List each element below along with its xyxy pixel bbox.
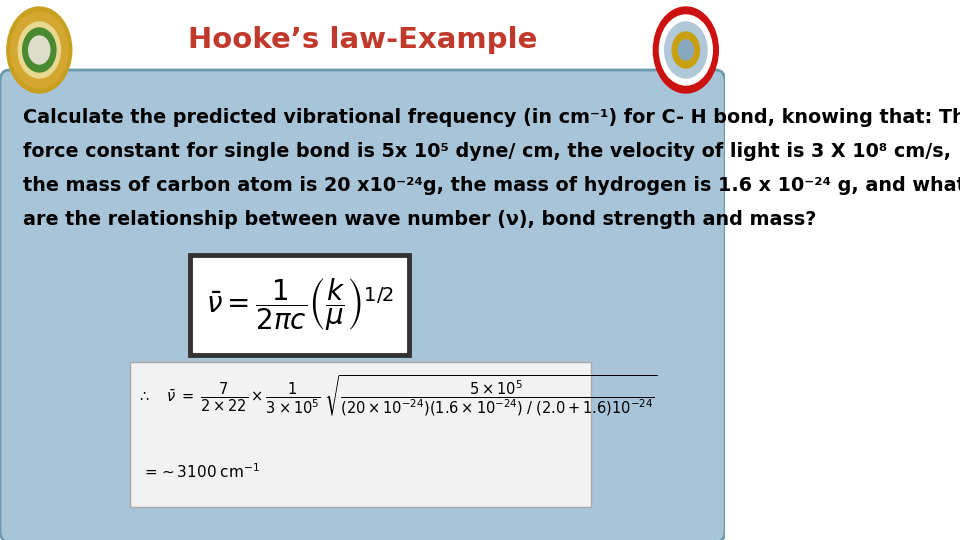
Circle shape — [18, 22, 60, 78]
Text: are the relationship between wave number (ν), bond strength and mass?: are the relationship between wave number… — [23, 210, 816, 229]
Text: force constant for single bond is 5x 10⁵ dyne/ cm, the velocity of light is 3 X : force constant for single bond is 5x 10⁵… — [23, 142, 950, 161]
Circle shape — [654, 7, 718, 93]
Text: Hooke’s law-Example: Hooke’s law-Example — [188, 26, 538, 54]
Circle shape — [679, 40, 693, 60]
FancyBboxPatch shape — [130, 362, 590, 507]
Circle shape — [672, 32, 700, 68]
Circle shape — [29, 36, 50, 64]
Circle shape — [23, 28, 56, 72]
FancyBboxPatch shape — [190, 255, 409, 355]
Text: Calculate the predicted vibrational frequency (in cm⁻¹) for C- H bond, knowing t: Calculate the predicted vibrational freq… — [23, 108, 960, 127]
Text: $\bar{\nu} = \dfrac{1}{2\pi c}\left(\dfrac{k}{\mu}\right)^{1/2}$: $\bar{\nu} = \dfrac{1}{2\pi c}\left(\dfr… — [205, 276, 394, 333]
Text: $\therefore \quad \bar{\nu} \;=\; \dfrac{7}{2\times 22} \times \dfrac{1}{3\times: $\therefore \quad \bar{\nu} \;=\; \dfrac… — [137, 374, 659, 419]
Circle shape — [664, 22, 707, 78]
FancyBboxPatch shape — [0, 70, 725, 540]
Circle shape — [7, 7, 72, 93]
Text: the mass of carbon atom is 20 x10⁻²⁴g, the mass of hydrogen is 1.6 x 10⁻²⁴ g, an: the mass of carbon atom is 20 x10⁻²⁴g, t… — [23, 176, 960, 195]
Circle shape — [660, 15, 712, 85]
Circle shape — [11, 12, 68, 88]
Text: $=\!\sim 3100\;\mathrm{cm}^{-1}$: $=\!\sim 3100\;\mathrm{cm}^{-1}$ — [142, 462, 260, 481]
